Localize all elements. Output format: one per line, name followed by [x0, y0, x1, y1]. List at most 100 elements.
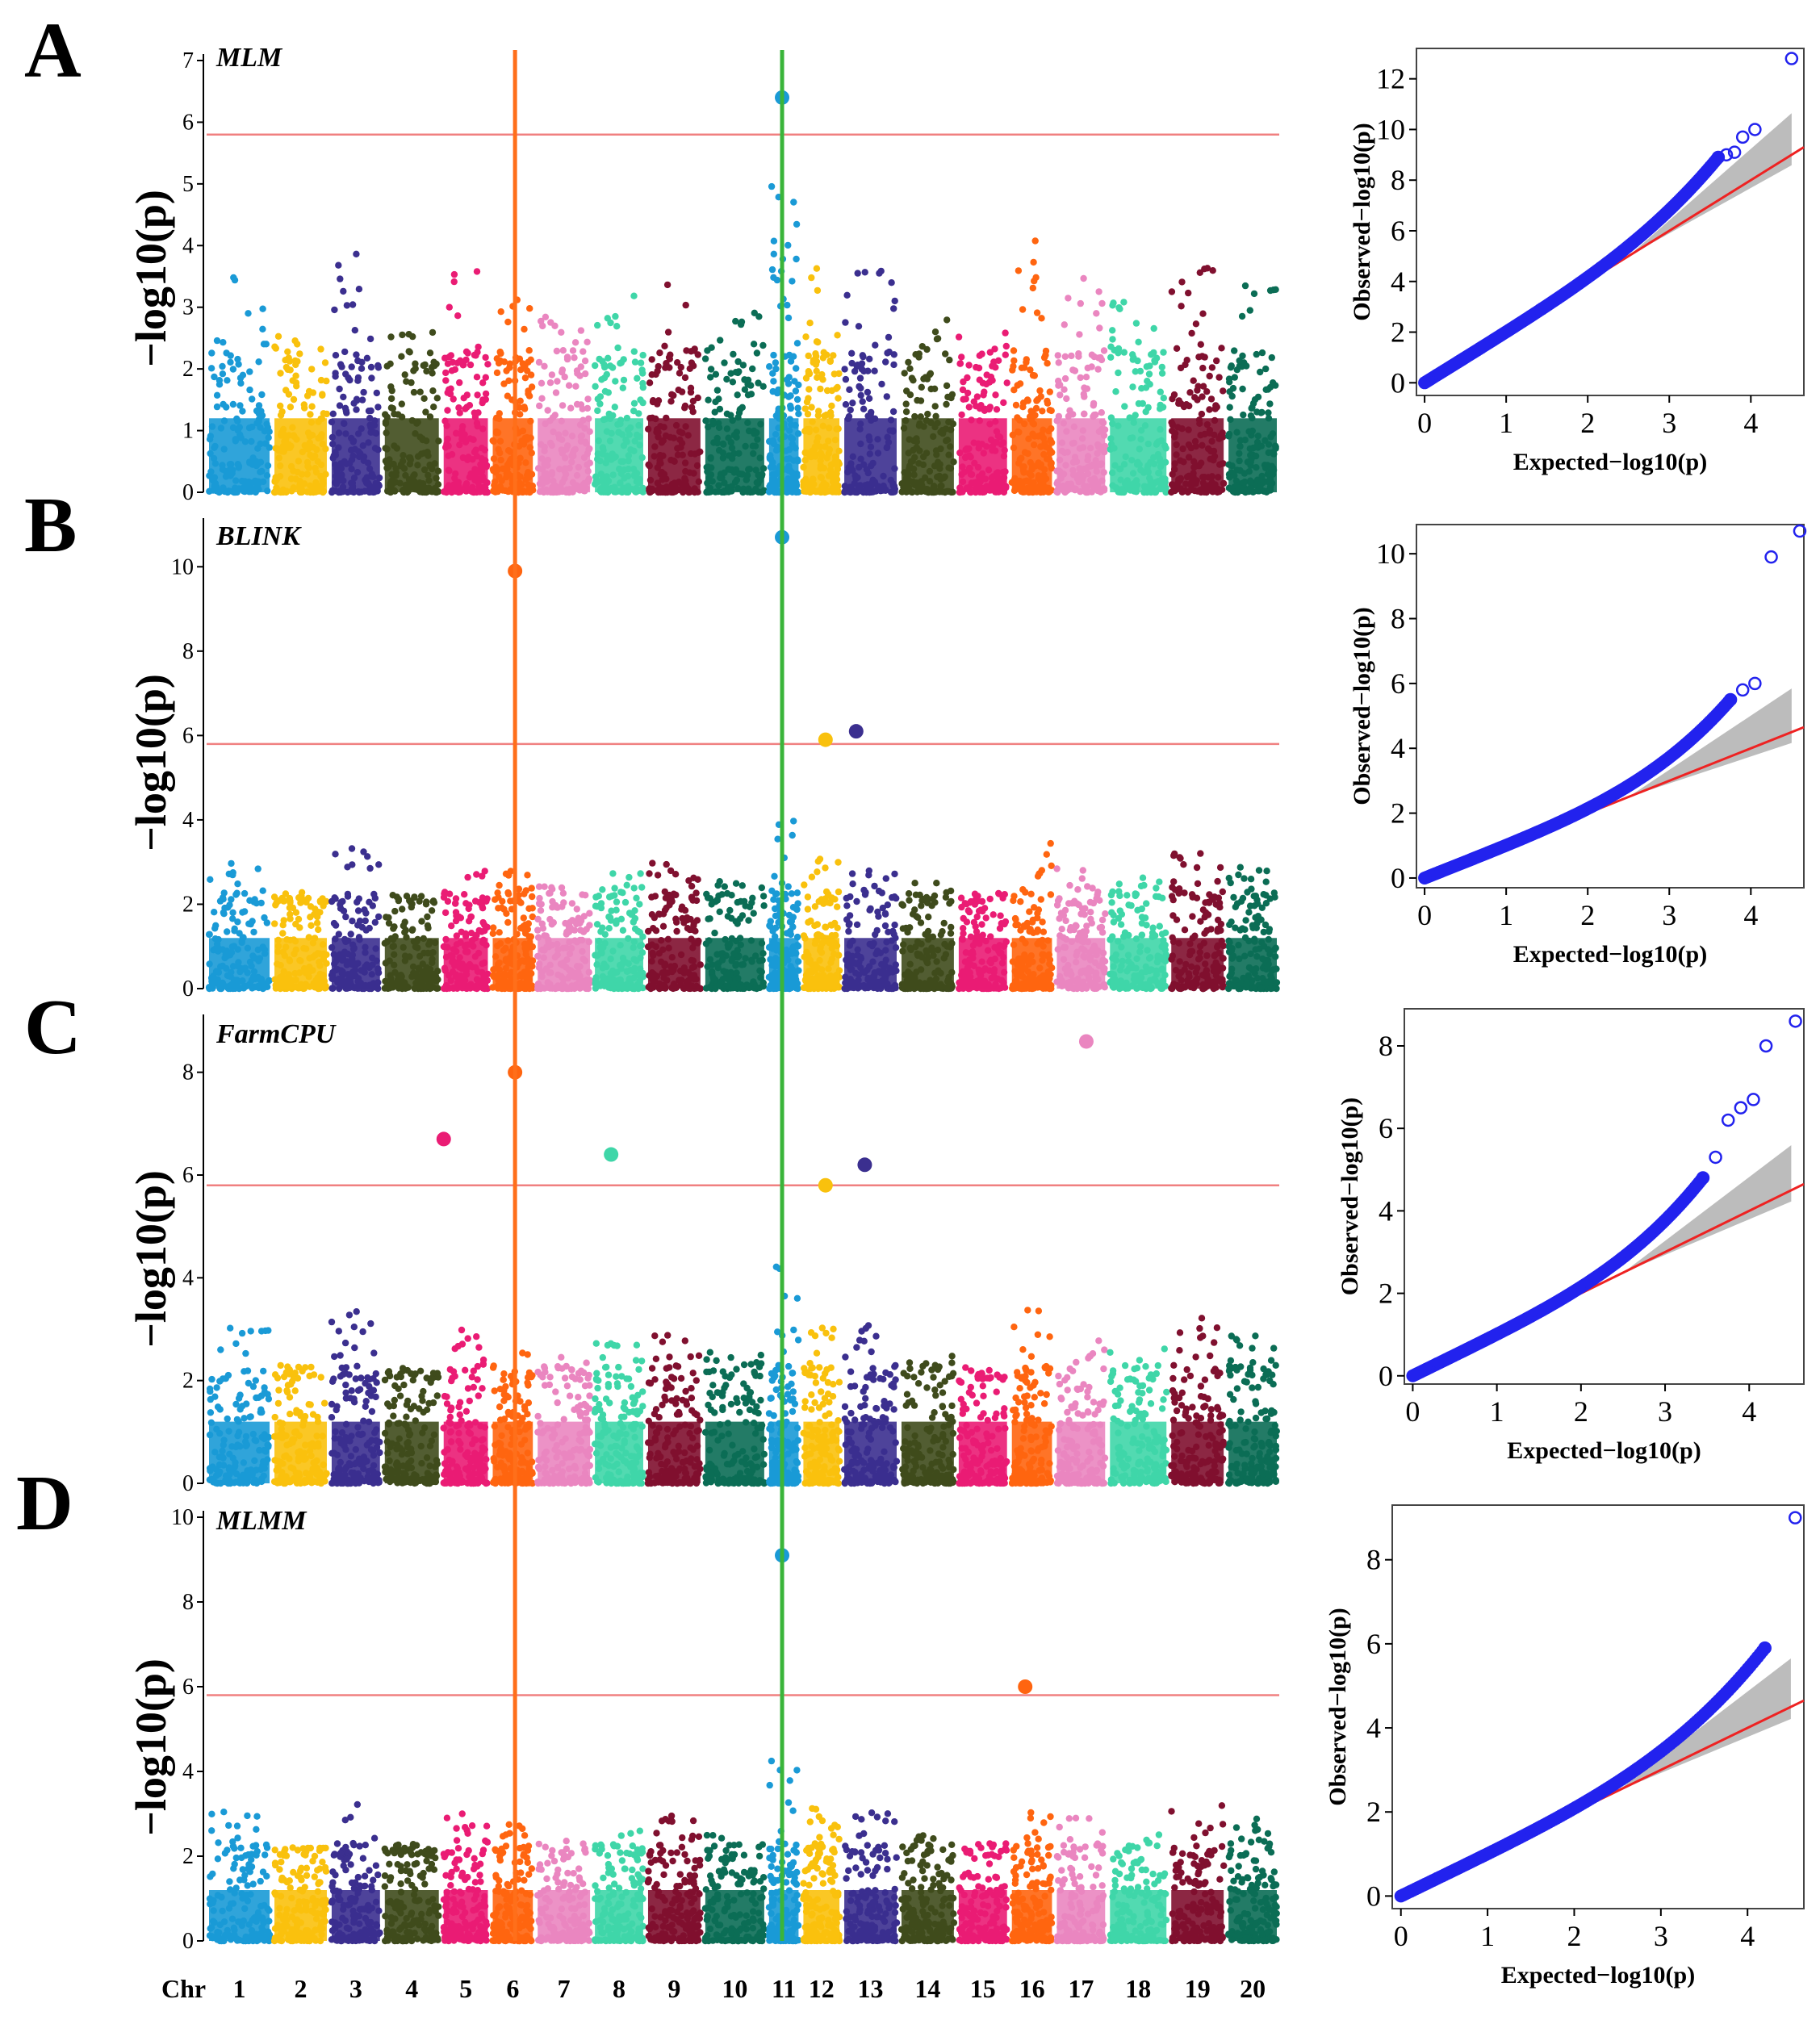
- snp-dense-band: [443, 938, 488, 989]
- snp-point: [1136, 367, 1144, 375]
- snp-point: [1233, 366, 1241, 374]
- snp-point: [793, 395, 801, 404]
- snp-point: [551, 322, 559, 329]
- snp-point: [1170, 391, 1178, 399]
- snp-point: [562, 919, 569, 927]
- snp-point: [831, 370, 839, 378]
- snp-point: [308, 922, 315, 930]
- snp-point: [1055, 359, 1062, 366]
- snp-point: [861, 269, 868, 276]
- snp-point: [795, 410, 802, 417]
- snp-point: [784, 314, 793, 322]
- snp-point: [1236, 357, 1243, 365]
- snp-point: [249, 395, 256, 403]
- snp-point: [732, 369, 739, 376]
- snp-point: [666, 364, 673, 371]
- snp-point: [1080, 391, 1088, 398]
- snp-point: [803, 398, 811, 406]
- snp-point: [865, 395, 873, 402]
- snp-point: [902, 408, 910, 416]
- snp-point: [493, 355, 500, 362]
- snp-point: [855, 323, 863, 330]
- snp-point: [843, 291, 851, 299]
- snp-point: [229, 400, 237, 408]
- snp-point: [332, 352, 340, 359]
- snp-point: [771, 872, 778, 880]
- snp-point: [351, 327, 358, 334]
- snp-point: [946, 356, 953, 364]
- snp-point: [481, 927, 488, 935]
- snp-point: [1098, 299, 1106, 307]
- snp-point: [890, 361, 897, 369]
- snp-point: [287, 404, 295, 411]
- snp-point: [507, 897, 514, 905]
- snp-point: [883, 393, 891, 400]
- snp-point: [876, 270, 883, 277]
- snp-point: [890, 351, 898, 358]
- snp-point: [548, 371, 556, 378]
- snp-point: [282, 363, 291, 371]
- snp-point: [213, 337, 221, 345]
- snp-point: [568, 900, 576, 907]
- snp-point: [986, 349, 994, 356]
- snp-point: [1120, 299, 1128, 306]
- snp-point: [349, 918, 356, 925]
- snp-point: [466, 402, 474, 409]
- snp-point: [1157, 388, 1165, 395]
- snp-point: [371, 918, 379, 926]
- snp-point: [605, 893, 613, 901]
- snp-point: [568, 917, 576, 924]
- snp-point: [652, 927, 660, 935]
- snp-point: [1138, 385, 1145, 392]
- snp-point: [526, 305, 533, 312]
- snp-point: [854, 362, 861, 369]
- snp-point: [1019, 404, 1027, 411]
- snp-point: [713, 387, 722, 394]
- manhattan-ylabel-a: −log10(p): [127, 190, 175, 367]
- snp-dense-band: [492, 938, 533, 989]
- snp-point: [416, 388, 424, 395]
- snp-dense-band: [1228, 418, 1277, 492]
- snp-point: [842, 401, 850, 408]
- snp-point: [541, 362, 548, 370]
- snp-point: [220, 896, 227, 903]
- snp-point: [790, 199, 797, 206]
- snp-point: [499, 897, 506, 905]
- snp-point: [479, 396, 487, 404]
- snp-point: [617, 915, 625, 923]
- snp-point: [1188, 329, 1195, 337]
- snp-point: [732, 880, 740, 887]
- snp-point: [358, 365, 366, 372]
- snp-point: [976, 352, 984, 359]
- snp-point: [711, 408, 718, 416]
- snp-point: [228, 859, 235, 868]
- snp-point: [227, 358, 234, 366]
- snp-point: [205, 931, 213, 939]
- snp-point: [866, 355, 873, 362]
- snp-point: [538, 395, 546, 402]
- snp-point: [902, 400, 910, 408]
- snp-point: [277, 370, 284, 377]
- snp-point: [810, 357, 818, 364]
- panel-letter-d: D: [16, 1460, 73, 1547]
- snp-point: [271, 920, 278, 927]
- snp-point: [785, 393, 793, 400]
- snp-point: [981, 405, 989, 412]
- snp-point: [1054, 352, 1062, 359]
- snp-point: [308, 403, 316, 410]
- snp-point: [1247, 412, 1255, 420]
- snp-point: [401, 371, 408, 378]
- snp-point: [450, 270, 458, 278]
- snp-point: [452, 900, 459, 907]
- snp-point: [962, 395, 969, 403]
- snp-dense-band: [538, 418, 591, 492]
- snp-point: [596, 355, 603, 363]
- snp-point: [456, 378, 463, 387]
- y-tick-label: 3: [182, 295, 194, 320]
- snp-dense-band: [1056, 418, 1106, 492]
- snp-point: [305, 387, 313, 395]
- snp-point: [965, 362, 973, 369]
- snp-point: [918, 343, 927, 350]
- snp-point: [609, 870, 617, 877]
- snp-point: [958, 353, 965, 361]
